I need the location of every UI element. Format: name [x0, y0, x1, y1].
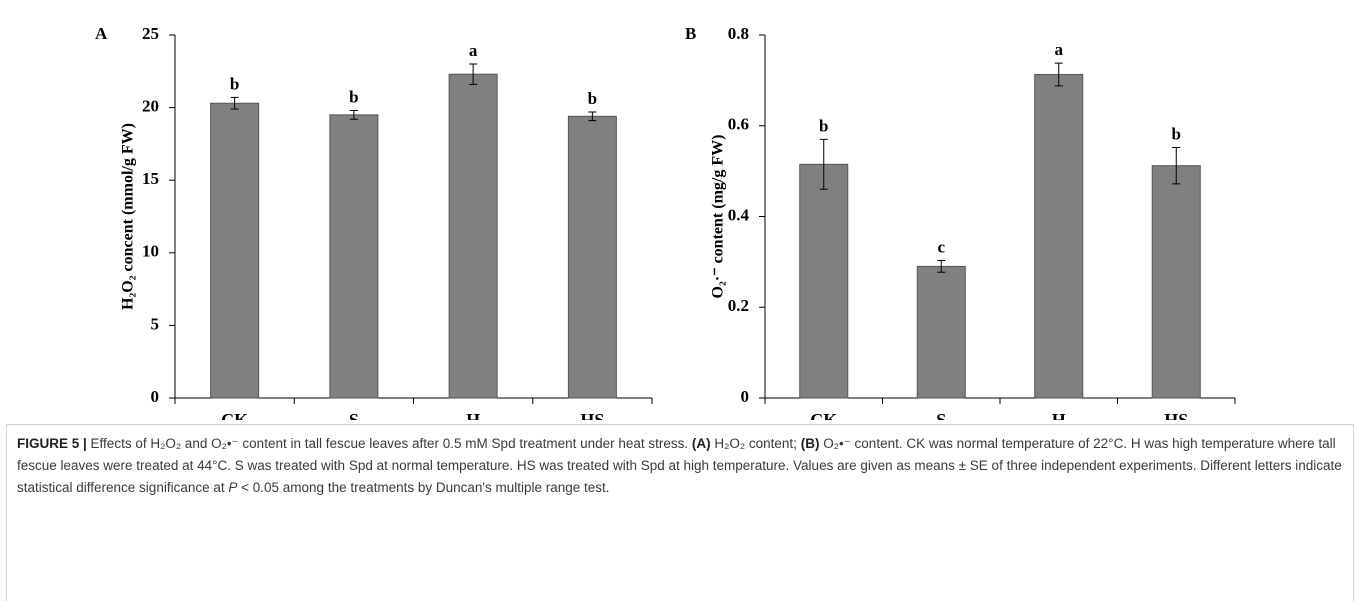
y-tick-label: 0.6: [728, 115, 749, 134]
significance-letter: a: [469, 41, 478, 60]
y-axis-label: H₂O₂ concent (mmol/g FW): [120, 123, 137, 310]
error-bar: [937, 260, 946, 273]
panel-label: A: [95, 24, 108, 43]
caption-text: FIGURE 5 |: [17, 436, 87, 451]
bar: [210, 102, 260, 399]
caption-text: P: [228, 480, 238, 495]
y-tick-label: 20: [142, 97, 159, 116]
significance-letter: b: [588, 89, 597, 108]
x-tick-label: S: [936, 410, 946, 420]
error-bar: [588, 111, 597, 122]
bar: [567, 115, 617, 399]
significance-letter: b: [230, 74, 239, 93]
y-tick-label: 10: [142, 242, 159, 261]
y-tick-label: 0.2: [728, 296, 749, 315]
error-bar: [1172, 147, 1181, 185]
x-tick-label: CK: [810, 410, 837, 420]
error-bar: [1054, 62, 1063, 87]
error-bar: [819, 138, 828, 190]
y-tick-label: 25: [142, 24, 159, 43]
caption-text: H₂O₂ content;: [710, 436, 801, 451]
caption-text: Effects of H₂O₂ and O₂•⁻ content in tall…: [86, 436, 692, 451]
x-tick-label: H: [1052, 410, 1066, 420]
y-tick-label: 0.8: [728, 24, 749, 43]
bar: [1151, 165, 1201, 399]
x-tick-label: CK: [221, 410, 248, 420]
bar: [448, 73, 498, 399]
significance-letter: b: [349, 87, 358, 106]
significance-letter: b: [1172, 124, 1181, 143]
error-bar: [230, 96, 239, 110]
x-tick-label: HS: [580, 410, 604, 420]
caption-text: < 0.05 among the treatments by Duncan's …: [237, 480, 610, 495]
error-bar: [469, 63, 478, 85]
y-tick-label: 15: [142, 169, 159, 188]
caption-text: (B): [800, 436, 820, 451]
significance-letter: b: [819, 116, 828, 135]
significance-letter: c: [937, 237, 945, 256]
bar: [799, 163, 849, 399]
y-axis-label: O₂·⁻ content (mg/g FW): [710, 135, 727, 299]
x-tick-label: HS: [1164, 410, 1188, 420]
x-tick-label: S: [349, 410, 359, 420]
y-tick-label: 0: [741, 387, 750, 406]
error-bar: [349, 110, 358, 120]
bar: [1034, 73, 1084, 399]
bar: [916, 265, 966, 399]
y-tick-label: 5: [151, 314, 160, 333]
caption-text: O₂•⁻ content. CK was normal temperature …: [17, 436, 1342, 495]
panel-label: B: [685, 24, 696, 43]
bar: [329, 114, 379, 399]
x-tick-label: H: [466, 410, 480, 420]
caption-text: (A): [691, 436, 711, 451]
y-tick-label: 0: [151, 387, 160, 406]
caption: FIGURE 5 | Effects of H₂O₂ and O₂•⁻ cont…: [6, 424, 1354, 601]
significance-letter: a: [1055, 40, 1064, 59]
y-tick-label: 0.4: [728, 205, 750, 224]
